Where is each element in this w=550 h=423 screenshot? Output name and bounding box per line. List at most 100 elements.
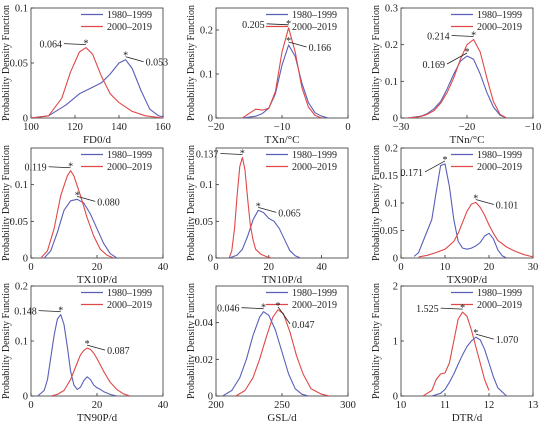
annotation-label: 0.137: [196, 150, 219, 161]
peak-marker: *: [471, 31, 476, 42]
peak-marker: *: [286, 19, 291, 30]
x-axis-label: TXn/°C: [265, 134, 300, 146]
y-tick-label: 0: [23, 254, 28, 265]
series-line-period-a: [242, 44, 329, 118]
x-tick-label: 100: [23, 122, 39, 133]
series-line-period-b: [40, 170, 114, 258]
y-tick-label: 0.1: [385, 77, 398, 88]
legend-label: 2000–2019: [477, 162, 522, 173]
y-tick-label: 0.2: [200, 26, 213, 37]
chart-panel-2: −20 −10 0 0 0.1 0.2 TXn/°C Probability Density …: [186, 5, 351, 146]
series-line-period-b: [31, 47, 163, 118]
x-tick-label: 40: [158, 262, 169, 273]
x-tick-label: −20: [459, 122, 475, 133]
x-axis-label: TNn/°C: [450, 134, 485, 146]
x-tick-label: 0: [213, 262, 218, 273]
x-tick-label: 0: [28, 400, 33, 411]
y-tick-label: 0.1: [385, 199, 398, 210]
y-tick-label: 0: [23, 392, 28, 403]
y-tick-label: 0.1: [200, 70, 213, 81]
chart-panel-7: 0 20 40 0 0.1 0.2 TN90P/d Probability Density F…: [1, 282, 168, 423]
y-tick-label: 0.2: [385, 144, 398, 155]
y-tick-label: 0: [393, 114, 398, 125]
x-tick-label: −10: [525, 122, 541, 133]
annotation-label: 0.087: [107, 346, 130, 357]
peak-marker: *: [276, 301, 281, 312]
y-tick-label: 0.2: [385, 40, 398, 51]
legend-label: 2000–2019: [477, 22, 522, 33]
y-tick-label: 0.05: [10, 59, 28, 70]
series-line-period-a: [222, 311, 309, 396]
y-axis-label: Probability Density Function: [1, 283, 12, 399]
y-tick-label: 0: [208, 254, 213, 265]
x-tick-label: 0: [28, 262, 33, 273]
series-line-period-b: [407, 38, 507, 118]
y-tick-label: 0.1: [15, 4, 28, 15]
x-tick-label: 10: [440, 262, 451, 273]
annotation-label: 0.214: [427, 32, 450, 43]
peak-marker: *: [261, 303, 266, 314]
plot-frame: [215, 147, 349, 259]
series-line-period-b: [235, 309, 330, 396]
y-tick-label: 2: [393, 282, 398, 293]
chart-panel-6: 0 10 20 30 0 0.05 0.1 0.15 0.2 TX90P/d Probability…: [371, 144, 538, 287]
series-line-period-a: [229, 209, 301, 258]
legend-label: 2000–2019: [292, 162, 337, 173]
annotation-arrow: [38, 310, 61, 312]
peak-marker: *: [240, 149, 245, 160]
chart-panel-8: 200 250 300 0 0.02 0.04 GSL/d Probability Densi…: [186, 283, 356, 423]
y-tick-label: 0.04: [195, 318, 214, 329]
legend-label: 1980–1999: [107, 10, 152, 21]
series-line-period-a: [43, 198, 118, 258]
annotation-arrow: [63, 43, 87, 45]
x-tick-label: 120: [67, 122, 83, 133]
y-tick-label: 0.1: [200, 180, 213, 191]
annotation-label: 0.171: [401, 168, 424, 179]
legend-label: 1980–1999: [477, 288, 522, 299]
legend-label: 1980–1999: [292, 10, 337, 21]
y-tick-label: 0: [393, 392, 398, 403]
y-tick-label: 0.15: [380, 171, 398, 182]
annotation-arrow: [451, 35, 474, 37]
legend-label: 1980–1999: [107, 288, 152, 299]
x-axis-label: TX90P/d: [447, 274, 488, 286]
x-tick-label: 0: [345, 122, 350, 133]
annotation-label: 0.205: [242, 20, 265, 31]
peak-marker: *: [465, 47, 470, 58]
series-line-period-b: [418, 201, 533, 258]
x-axis-label: TX10P/d: [77, 274, 118, 286]
peak-marker: *: [68, 162, 73, 173]
annotation-arrow: [424, 160, 446, 173]
annotation-label: 0.148: [14, 307, 37, 318]
x-tick-label: 0: [398, 262, 403, 273]
x-tick-label: 140: [111, 122, 127, 133]
y-tick-label: 0: [208, 114, 213, 125]
annotation-arrow: [446, 52, 468, 65]
peak-marker: *: [75, 190, 80, 201]
y-tick-label: 0: [23, 114, 28, 125]
series-line-period-b: [242, 27, 322, 118]
x-tick-label: 160: [155, 122, 171, 133]
peak-marker: *: [85, 339, 90, 350]
x-tick-label: −20: [208, 122, 224, 133]
peak-marker: *: [473, 328, 478, 339]
legend-label: 1980–1999: [477, 150, 522, 161]
legend-label: 1980–1999: [477, 10, 522, 21]
chart-panel-1: 100 120 140 160 0 0.05 0.1 FD0/d Probability Den…: [1, 4, 171, 147]
y-tick-label: 0.05: [195, 217, 213, 228]
chart-panel-5: 0 20 40 0 0.05 0.1 TN10P/d Probability Density …: [186, 145, 349, 286]
annotation-label: 0.065: [278, 208, 301, 219]
y-tick-label: 0.05: [10, 217, 28, 228]
annotation-arrow: [277, 306, 291, 325]
x-tick-label: 30: [528, 262, 539, 273]
x-tick-label: −30: [393, 122, 409, 133]
y-tick-label: 0.02: [195, 355, 213, 366]
series-line-period-b: [228, 156, 272, 258]
x-tick-label: 40: [316, 262, 327, 273]
annotation-label: 0.046: [217, 304, 240, 315]
series-line-period-b: [422, 311, 490, 396]
x-tick-label: 11: [440, 400, 450, 411]
annotation-arrow: [220, 153, 243, 155]
x-tick-label: 13: [528, 400, 539, 411]
